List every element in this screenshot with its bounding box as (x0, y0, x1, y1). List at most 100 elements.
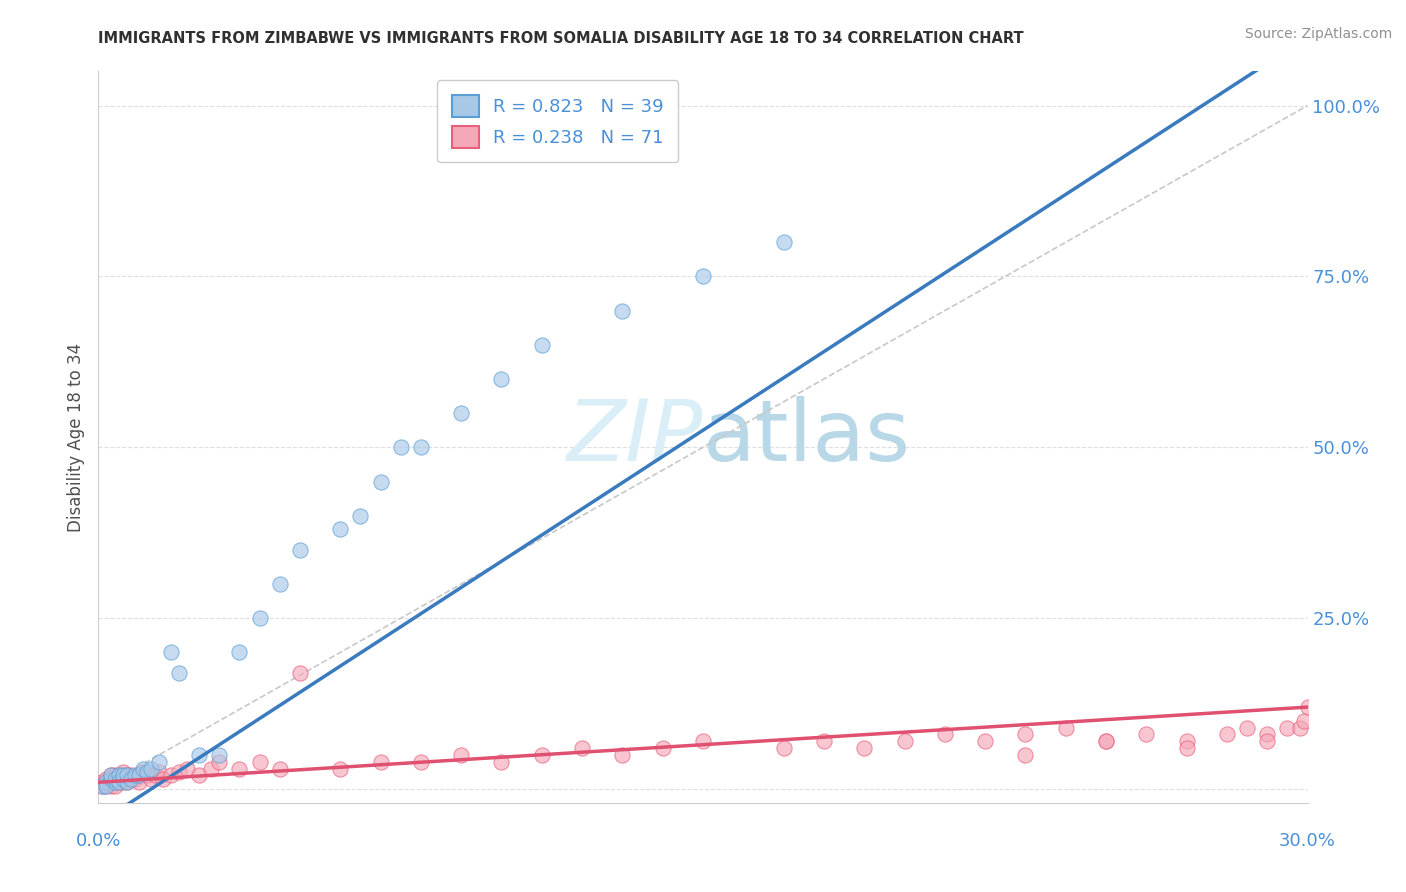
Point (692, 734, 714, 748)
Point (813, 734, 835, 748)
Point (91, 779, 114, 793)
Point (96, 775, 118, 789)
Point (139, 762, 162, 776)
Point (128, 768, 150, 782)
Point (208, 755, 231, 769)
Point (450, 406, 472, 420)
Point (160, 645, 183, 659)
Point (1236, 721, 1258, 735)
Point (135, 765, 157, 780)
Point (188, 747, 211, 762)
Point (571, 741, 593, 756)
Point (103, 768, 125, 782)
Point (370, 475, 392, 489)
Point (96, 772, 118, 786)
Point (491, 755, 513, 769)
Point (612, 747, 634, 762)
Point (1175, 734, 1198, 748)
Point (288, 665, 311, 680)
Point (135, 768, 157, 782)
Point (1095, 734, 1118, 748)
Point (111, 768, 134, 782)
Point (409, 440, 432, 454)
Point (103, 772, 125, 786)
Point (91, 779, 114, 793)
Point (100, 768, 122, 782)
Point (107, 772, 129, 786)
Point (772, 741, 794, 756)
Point (249, 755, 271, 769)
Point (115, 775, 138, 789)
Point (91, 775, 114, 789)
Point (115, 768, 138, 782)
Point (409, 755, 432, 769)
Point (329, 762, 352, 776)
Text: IMMIGRANTS FROM ZIMBABWE VS IMMIGRANTS FROM SOMALIA DISABILITY AGE 18 TO 34 CORR: IMMIGRANTS FROM ZIMBABWE VS IMMIGRANTS F… (98, 31, 1024, 46)
Point (1014, 747, 1036, 762)
Point (1256, 734, 1278, 748)
Point (228, 762, 250, 776)
Point (111, 772, 134, 786)
Point (103, 775, 125, 789)
Point (530, 338, 553, 352)
Text: ZIP: ZIP (567, 395, 703, 479)
Point (1095, 734, 1118, 748)
Point (152, 772, 174, 786)
Point (96, 775, 118, 789)
Point (96, 779, 118, 793)
Point (1292, 714, 1315, 728)
Point (167, 665, 190, 680)
Point (100, 779, 122, 793)
Point (1288, 721, 1310, 735)
Point (1296, 700, 1319, 714)
Point (853, 741, 876, 756)
Point (692, 269, 714, 284)
Point (111, 775, 134, 789)
Point (143, 768, 166, 782)
Point (96, 779, 118, 793)
Point (1216, 727, 1239, 741)
Point (1256, 727, 1278, 741)
Point (612, 303, 634, 318)
Point (139, 772, 162, 786)
Point (160, 768, 183, 782)
Point (100, 772, 122, 786)
Text: 0.0%: 0.0% (76, 832, 121, 850)
Text: atlas: atlas (703, 395, 911, 479)
Point (107, 768, 129, 782)
Point (115, 775, 138, 789)
Point (167, 765, 190, 780)
Point (107, 775, 129, 789)
Point (450, 747, 472, 762)
Point (269, 577, 291, 591)
Point (370, 755, 392, 769)
Point (128, 768, 150, 782)
Point (100, 775, 122, 789)
Point (148, 765, 170, 780)
Point (491, 372, 513, 386)
Point (148, 755, 170, 769)
Point (1014, 727, 1036, 741)
Point (228, 645, 250, 659)
Point (107, 775, 129, 789)
Point (530, 747, 553, 762)
Text: Source: ZipAtlas.com: Source: ZipAtlas.com (1244, 27, 1392, 41)
Point (124, 772, 146, 786)
Point (1175, 741, 1198, 756)
Point (107, 768, 129, 782)
Point (288, 542, 311, 557)
Point (132, 762, 155, 776)
Y-axis label: Disability Age 18 to 34: Disability Age 18 to 34 (66, 343, 84, 532)
Point (111, 765, 134, 780)
Point (120, 772, 142, 786)
Point (1054, 721, 1077, 735)
Point (772, 235, 794, 250)
Point (269, 762, 291, 776)
Point (208, 747, 231, 762)
Point (349, 508, 371, 523)
Point (120, 768, 142, 782)
Point (200, 762, 222, 776)
Point (128, 775, 150, 789)
Point (1135, 727, 1157, 741)
Point (893, 734, 915, 748)
